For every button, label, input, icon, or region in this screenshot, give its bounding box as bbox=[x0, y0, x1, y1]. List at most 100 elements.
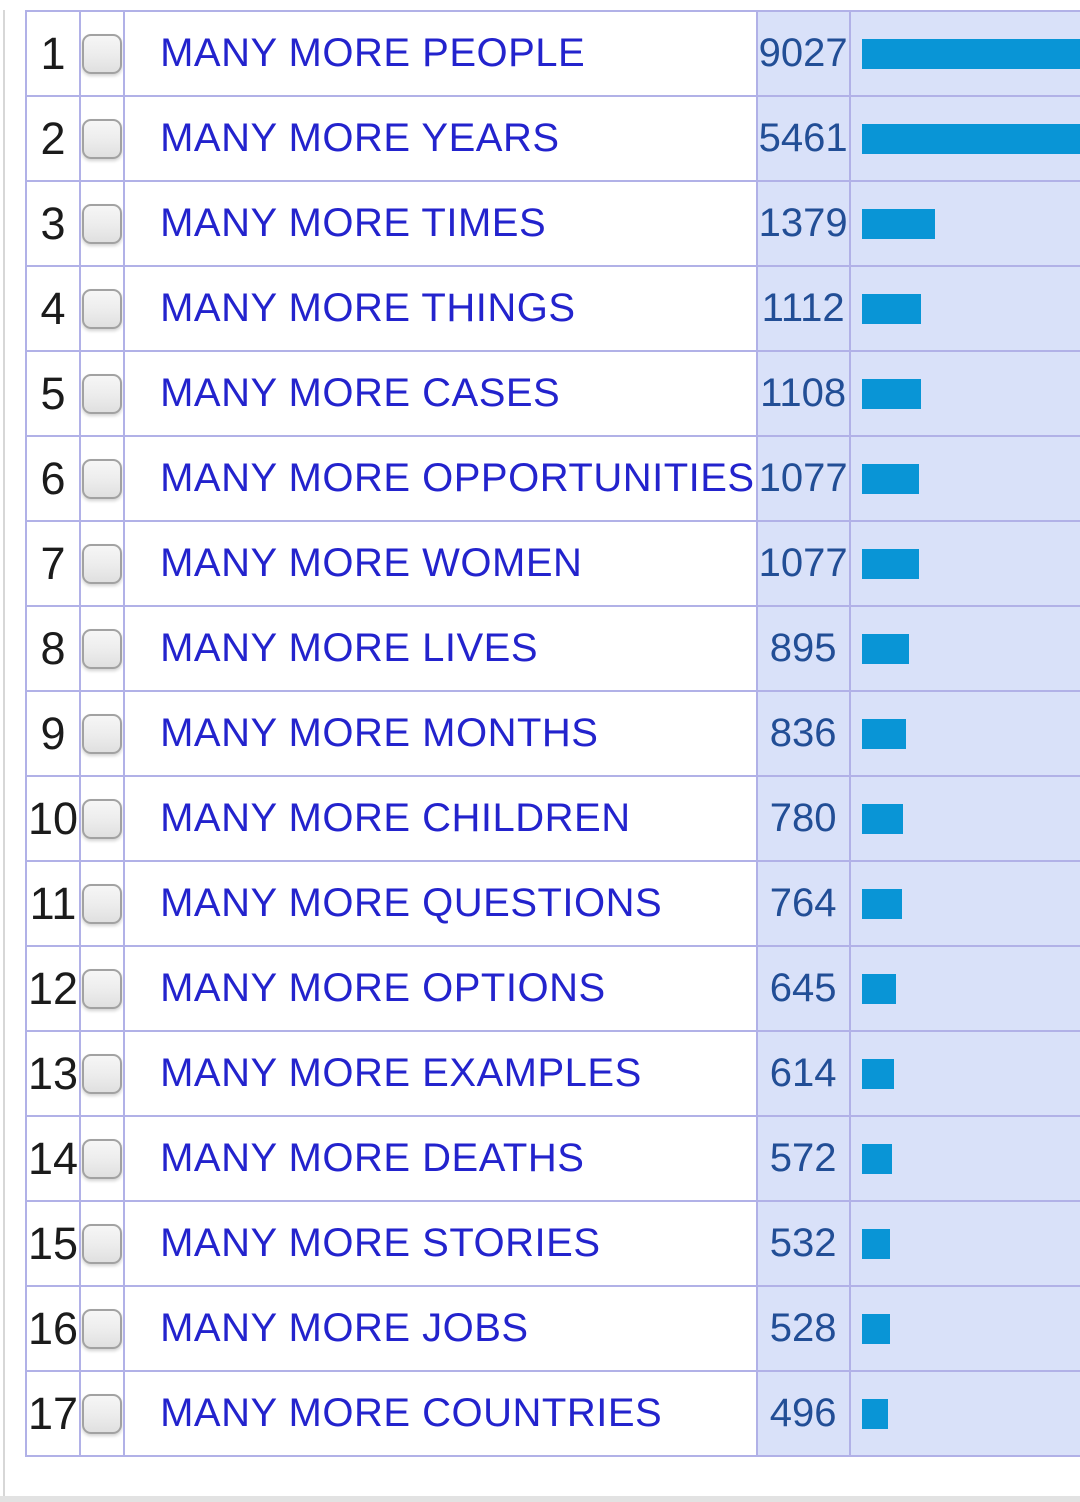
row-checkbox[interactable] bbox=[82, 373, 123, 414]
phrase-link[interactable]: MANY MORE CASES bbox=[160, 371, 561, 415]
table-row: 2 MANY MORE YEARS 5461 bbox=[24, 95, 1080, 182]
left-edge-line bbox=[3, 10, 5, 1502]
phrase-link[interactable]: MANY MORE WOMEN bbox=[160, 541, 583, 585]
table-row: 8 MANY MORE LIVES 895 bbox=[24, 605, 1080, 692]
phrase-link[interactable]: MANY MORE OPTIONS bbox=[160, 966, 606, 1010]
rank-cell: 6 bbox=[24, 435, 82, 522]
checkbox-cell bbox=[79, 605, 126, 692]
row-checkbox[interactable] bbox=[82, 1308, 123, 1349]
phrase-link[interactable]: MANY MORE PEOPLE bbox=[160, 31, 586, 75]
bar-cell bbox=[848, 1115, 1080, 1202]
phrase-link[interactable]: MANY MORE YEARS bbox=[160, 116, 560, 160]
phrase-link[interactable]: MANY MORE DEATHS bbox=[160, 1136, 585, 1180]
phrase-cell: MANY MORE LIVES bbox=[123, 605, 758, 692]
row-checkbox[interactable] bbox=[82, 883, 123, 924]
table-row: 14 MANY MORE DEATHS 572 bbox=[24, 1115, 1080, 1202]
rank-cell: 5 bbox=[24, 350, 82, 437]
frequency-bar bbox=[861, 1313, 890, 1344]
count-cell: 532 bbox=[755, 1200, 851, 1287]
checkbox-cell bbox=[79, 95, 126, 182]
frequency-bar bbox=[861, 208, 935, 239]
frequency-bar bbox=[861, 123, 1080, 154]
phrase-link[interactable]: MANY MORE OPPORTUNITIES bbox=[160, 456, 755, 500]
table-row: 7 MANY MORE WOMEN 1077 bbox=[24, 520, 1080, 607]
phrase-cell: MANY MORE PEOPLE bbox=[123, 10, 758, 97]
phrase-link[interactable]: MANY MORE QUESTIONS bbox=[160, 881, 663, 925]
table-row: 13 MANY MORE EXAMPLES 614 bbox=[24, 1030, 1080, 1117]
frequency-bar bbox=[861, 718, 906, 749]
row-checkbox[interactable] bbox=[82, 203, 123, 244]
row-checkbox[interactable] bbox=[82, 968, 123, 1009]
row-checkbox[interactable] bbox=[82, 798, 123, 839]
table-row: 3 MANY MORE TIMES 1379 bbox=[24, 180, 1080, 267]
table-row: 12 MANY MORE OPTIONS 645 bbox=[24, 945, 1080, 1032]
phrase-link[interactable]: MANY MORE LIVES bbox=[160, 626, 539, 670]
bar-cell bbox=[848, 1370, 1080, 1457]
row-checkbox[interactable] bbox=[82, 118, 123, 159]
phrase-link[interactable]: MANY MORE THINGS bbox=[160, 286, 576, 330]
count-cell: 496 bbox=[755, 1370, 851, 1457]
phrase-cell: MANY MORE COUNTRIES bbox=[123, 1370, 758, 1457]
count-cell: 1108 bbox=[755, 350, 851, 437]
bottom-edge-strip bbox=[0, 1496, 1080, 1502]
table-row: 17 MANY MORE COUNTRIES 496 bbox=[24, 1370, 1080, 1457]
rank-cell: 14 bbox=[24, 1115, 82, 1202]
count-cell: 614 bbox=[755, 1030, 851, 1117]
checkbox-cell bbox=[79, 265, 126, 352]
frequency-bar bbox=[861, 633, 909, 664]
frequency-bar bbox=[861, 548, 919, 579]
table-row: 11 MANY MORE QUESTIONS 764 bbox=[24, 860, 1080, 947]
table-row: 15 MANY MORE STORIES 532 bbox=[24, 1200, 1080, 1287]
checkbox-cell bbox=[79, 180, 126, 267]
phrase-link[interactable]: MANY MORE TIMES bbox=[160, 201, 547, 245]
phrase-link[interactable]: MANY MORE JOBS bbox=[160, 1306, 529, 1350]
bar-cell bbox=[848, 775, 1080, 862]
row-checkbox[interactable] bbox=[82, 543, 123, 584]
phrase-cell: MANY MORE EXAMPLES bbox=[123, 1030, 758, 1117]
phrase-frequency-table: 1 MANY MORE PEOPLE 9027 2 MANY MORE YEARS 546… bbox=[24, 10, 1080, 1457]
phrase-link[interactable]: MANY MORE CHILDREN bbox=[160, 796, 631, 840]
table-row: 9 MANY MORE MONTHS 836 bbox=[24, 690, 1080, 777]
checkbox-cell bbox=[79, 945, 126, 1032]
bar-cell bbox=[848, 95, 1080, 182]
bar-cell bbox=[848, 350, 1080, 437]
phrase-cell: MANY MORE YEARS bbox=[123, 95, 758, 182]
bar-cell bbox=[848, 1285, 1080, 1372]
row-checkbox[interactable] bbox=[82, 33, 123, 74]
phrase-link[interactable]: MANY MORE MONTHS bbox=[160, 711, 599, 755]
frequency-bar bbox=[861, 293, 921, 324]
table-row: 6 MANY MORE OPPORTUNITIES 1077 bbox=[24, 435, 1080, 522]
phrase-cell: MANY MORE WOMEN bbox=[123, 520, 758, 607]
frequency-bar bbox=[861, 888, 902, 919]
row-checkbox[interactable] bbox=[82, 1053, 123, 1094]
bar-cell bbox=[848, 435, 1080, 522]
rank-cell: 8 bbox=[24, 605, 82, 692]
row-checkbox[interactable] bbox=[82, 1138, 123, 1179]
phrase-cell: MANY MORE STORIES bbox=[123, 1200, 758, 1287]
count-cell: 1112 bbox=[755, 265, 851, 352]
checkbox-cell bbox=[79, 1200, 126, 1287]
row-checkbox[interactable] bbox=[82, 458, 123, 499]
row-checkbox[interactable] bbox=[82, 288, 123, 329]
bar-cell bbox=[848, 520, 1080, 607]
phrase-cell: MANY MORE QUESTIONS bbox=[123, 860, 758, 947]
row-checkbox[interactable] bbox=[82, 1223, 123, 1264]
row-checkbox[interactable] bbox=[82, 628, 123, 669]
frequency-bar bbox=[861, 378, 921, 409]
phrase-cell: MANY MORE JOBS bbox=[123, 1285, 758, 1372]
bar-cell bbox=[848, 180, 1080, 267]
phrase-link[interactable]: MANY MORE STORIES bbox=[160, 1221, 601, 1265]
count-cell: 1077 bbox=[755, 435, 851, 522]
phrase-link[interactable]: MANY MORE EXAMPLES bbox=[160, 1051, 642, 1095]
checkbox-cell bbox=[79, 350, 126, 437]
phrase-link[interactable]: MANY MORE COUNTRIES bbox=[160, 1391, 663, 1435]
row-checkbox[interactable] bbox=[82, 713, 123, 754]
bar-cell bbox=[848, 1030, 1080, 1117]
table-row: 5 MANY MORE CASES 1108 bbox=[24, 350, 1080, 437]
frequency-bar bbox=[861, 803, 903, 834]
row-checkbox[interactable] bbox=[82, 1393, 123, 1434]
table-row: 16 MANY MORE JOBS 528 bbox=[24, 1285, 1080, 1372]
count-cell: 9027 bbox=[755, 10, 851, 97]
rank-cell: 1 bbox=[24, 10, 82, 97]
frequency-bar bbox=[861, 463, 919, 494]
